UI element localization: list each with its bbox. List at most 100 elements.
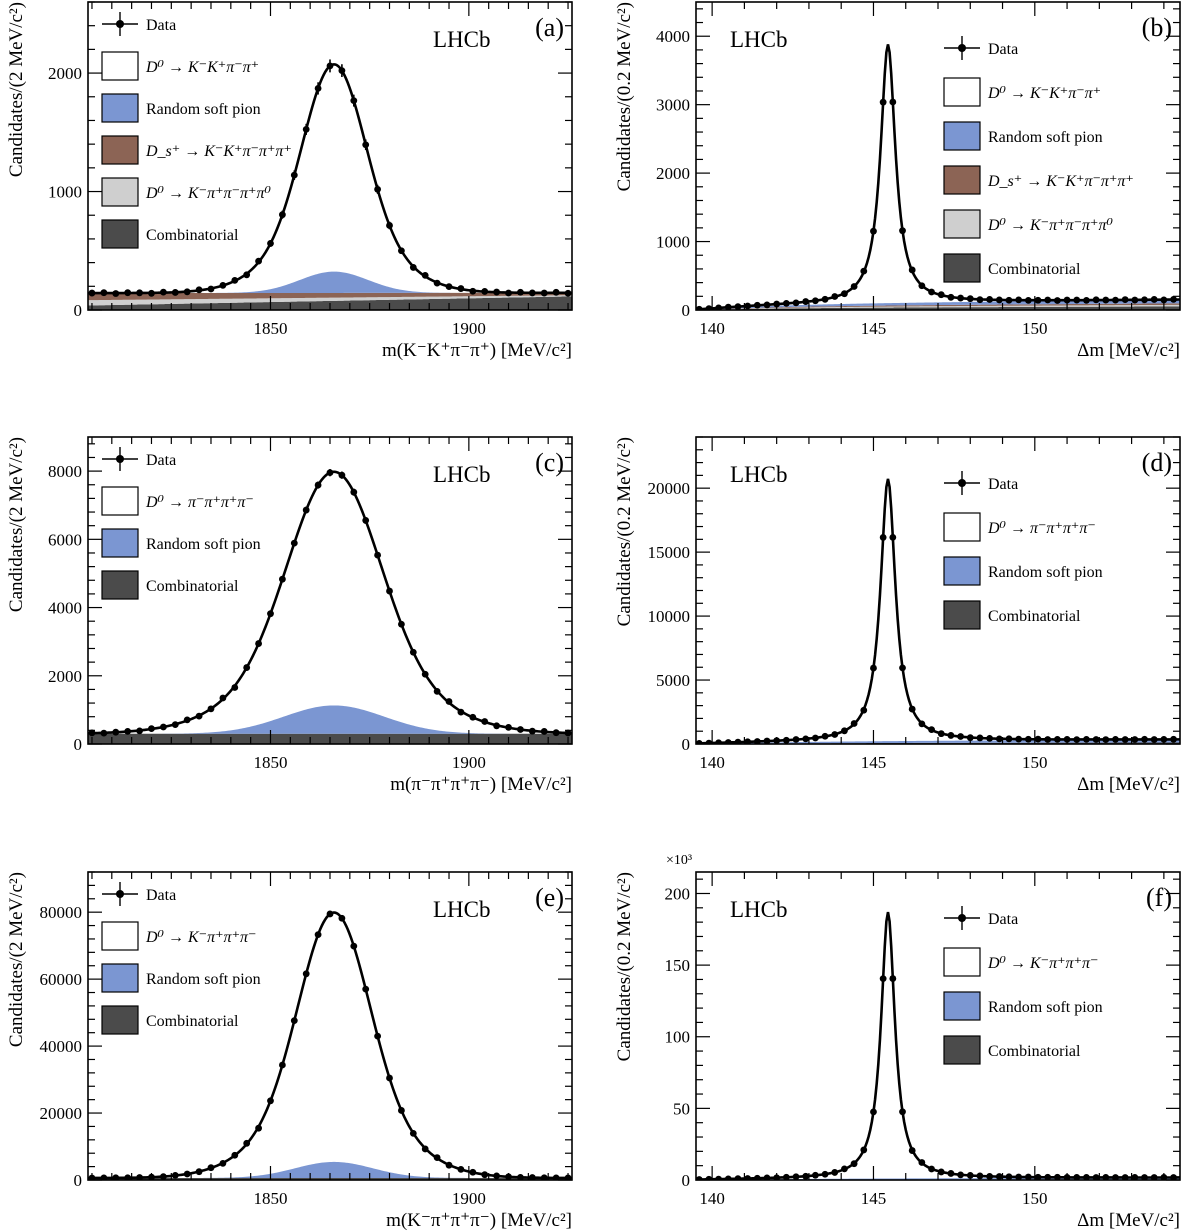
y-tick-label: 5000	[656, 671, 690, 690]
data-point	[1005, 735, 1013, 743]
data-point	[124, 727, 132, 735]
data-point	[1170, 295, 1177, 303]
data-point	[159, 723, 167, 731]
data-point	[782, 1173, 790, 1180]
data-point	[278, 1061, 286, 1069]
data-point	[88, 729, 96, 737]
legend-data-marker-dot	[116, 890, 124, 898]
data-point	[841, 727, 848, 735]
data-point	[831, 293, 839, 300]
experiment-label: LHCb	[730, 27, 788, 52]
data-point	[1121, 736, 1129, 743]
data-point	[715, 1175, 722, 1180]
data-point	[1092, 296, 1100, 304]
legend: Data D⁰ → K⁻π⁺π⁺π⁻ Random soft pion Combina…	[943, 906, 1103, 1065]
area-pi0	[88, 295, 572, 306]
legend-label: D⁰ → K⁻π⁺π⁺π⁻	[145, 929, 256, 946]
data-point	[255, 640, 262, 647]
data-point	[821, 295, 829, 303]
data-point	[112, 290, 120, 297]
data-point	[540, 289, 548, 297]
data-point	[183, 288, 191, 296]
y-tick-label: 0	[682, 1171, 691, 1190]
data-point	[1102, 736, 1110, 743]
data-point	[148, 289, 155, 297]
data-point	[1053, 1173, 1061, 1180]
data-point	[362, 517, 370, 524]
data-point	[100, 729, 108, 737]
data-point	[112, 728, 120, 736]
y-tick-label: 8000	[48, 462, 82, 481]
legend-label: D_s⁺ → K⁻K⁺π⁻π⁺π⁺	[145, 143, 292, 160]
legend-label: Combinatorial	[146, 227, 239, 244]
data-point	[1131, 736, 1139, 743]
data-points	[696, 97, 1177, 310]
data-point	[1024, 296, 1032, 304]
x-tick-label: 1850	[253, 1189, 287, 1208]
area-random	[88, 1161, 572, 1178]
data-point	[88, 289, 96, 297]
data-point	[976, 734, 984, 742]
data-point	[326, 62, 334, 70]
data-point	[314, 481, 322, 489]
y-tick-label: 0	[74, 735, 83, 754]
data-point	[552, 1174, 560, 1180]
data-point	[899, 227, 906, 235]
x-tick-label: 150	[1022, 753, 1048, 772]
legend-swatch	[943, 556, 981, 586]
data-point	[937, 291, 945, 299]
legend-swatch	[101, 486, 139, 516]
legend-label: D⁰ → K⁻K⁺π⁻π⁺	[145, 59, 259, 76]
legend-label: Combinatorial	[146, 1013, 239, 1030]
data-point	[409, 1129, 417, 1137]
y-tick-label: 2000	[48, 667, 82, 686]
data-point	[207, 285, 215, 293]
legend-label: Data	[146, 452, 176, 469]
data-point	[947, 1170, 955, 1177]
data-point	[1083, 735, 1090, 743]
legend-label: Random soft pion	[146, 971, 261, 988]
legend-swatch	[101, 570, 139, 600]
data-point	[386, 587, 393, 595]
y-tick-label: 1000	[48, 183, 82, 202]
y-axis-label: Candidates/(0.2 MeV/c²)	[614, 872, 635, 1061]
data-point	[782, 736, 790, 744]
legend-swatch	[101, 963, 139, 993]
panel-label: (d)	[1142, 448, 1172, 477]
data-point	[1112, 296, 1119, 304]
data-point	[148, 725, 155, 733]
legend-swatch	[101, 135, 139, 165]
data-point	[831, 731, 839, 738]
legend: Data D⁰ → K⁻π⁺π⁺π⁻ Random soft pion Combina…	[101, 882, 261, 1035]
y-axis-label: Candidates/(0.2 MeV/c²)	[614, 437, 635, 626]
y-axis-label: Candidates/(2 MeV/c²)	[6, 872, 27, 1047]
data-point	[908, 1147, 916, 1154]
y-tick-label: 0	[74, 1171, 83, 1190]
data-point	[290, 1017, 298, 1025]
data-point	[386, 1074, 393, 1082]
legend-swatch	[943, 209, 981, 239]
plot-area	[696, 911, 1180, 1180]
data-point	[136, 1174, 143, 1180]
data-point	[753, 301, 761, 309]
y-tick-label: 40000	[40, 1037, 83, 1056]
data-point	[469, 713, 477, 721]
data-point	[1131, 1174, 1139, 1180]
data-point	[528, 1174, 536, 1180]
data-point	[734, 303, 742, 310]
data-point	[505, 289, 512, 297]
data-point	[957, 1171, 964, 1179]
data-point	[278, 211, 286, 219]
data-point	[433, 687, 441, 695]
y-tick-label: 6000	[48, 530, 82, 549]
y-tick-label: 100	[665, 1028, 691, 1047]
area-ds	[696, 303, 1180, 310]
data-point	[290, 539, 298, 547]
y-tick-label: 2000	[48, 64, 82, 83]
data-point	[802, 1172, 810, 1180]
x-tick-label: 140	[699, 319, 725, 338]
data-point	[966, 295, 974, 303]
data-point	[792, 1173, 800, 1180]
fit-total-line	[696, 911, 1180, 1180]
data-point	[433, 279, 441, 287]
